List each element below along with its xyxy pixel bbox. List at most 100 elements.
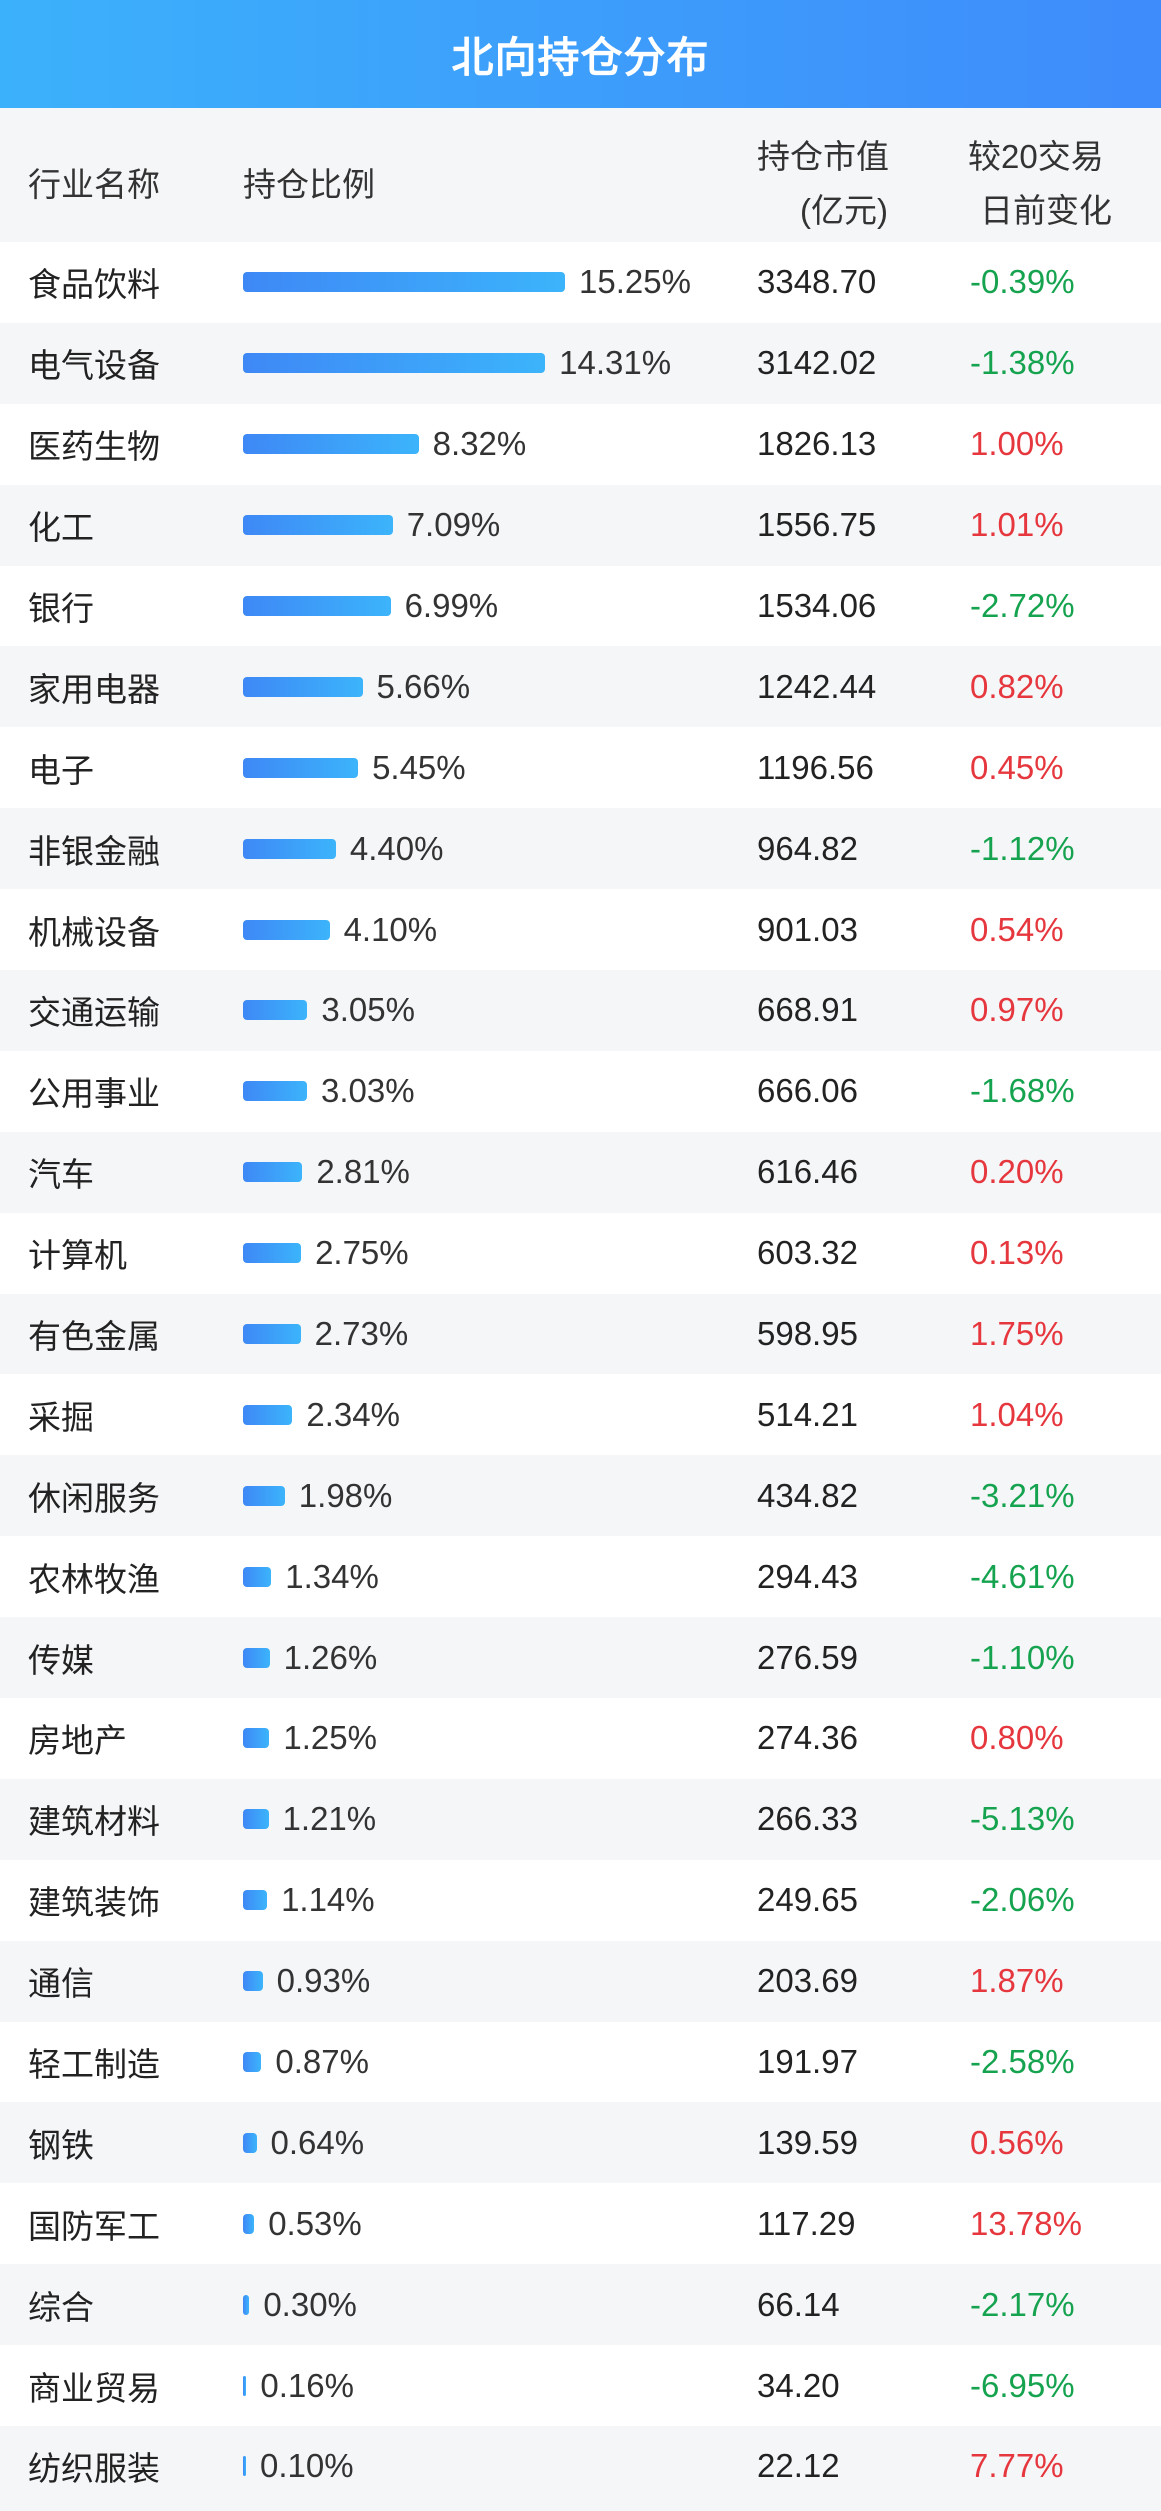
ratio-bar (243, 1324, 301, 1345)
market-value: 1242.44 (757, 667, 877, 705)
change-value: -2.58% (970, 2043, 1075, 2081)
ratio-bar (243, 1000, 308, 1021)
market-value: 294.43 (757, 1557, 858, 1595)
ratio-bar (243, 515, 393, 536)
table-row: 农林牧渔 1.34% 294.43 -4.61% (0, 1536, 1161, 1618)
table-row: 家用电器 5.66% 1242.44 0.82% (0, 646, 1161, 728)
change-value: 0.97% (970, 991, 1064, 1029)
ratio-cell: 1.26% (243, 1639, 377, 1677)
ratio-bar (243, 2294, 250, 2315)
change-value: -1.38% (970, 344, 1075, 382)
table-row: 国防军工 0.53% 117.29 13.78% (0, 2183, 1161, 2265)
ratio-cell: 4.10% (243, 911, 437, 949)
table-row: 房地产 1.25% 274.36 0.80% (0, 1698, 1161, 1779)
market-value: 34.20 (757, 2366, 840, 2404)
industry-name: 钢铁 (28, 2126, 94, 2164)
ratio-bar (243, 1647, 270, 1668)
ratio-cell: 0.30% (243, 2286, 357, 2324)
industry-name: 化工 (28, 509, 94, 547)
industry-name: 机械设备 (28, 913, 160, 951)
ratio-label: 2.73% (314, 1315, 409, 1353)
ratio-label: 5.66% (376, 667, 471, 705)
ratio-bar (243, 2052, 262, 2073)
change-value: 0.13% (970, 1234, 1064, 1272)
industry-name: 商业贸易 (28, 2369, 160, 2407)
ratio-cell: 2.81% (243, 1153, 410, 1191)
change-value: 0.20% (970, 1153, 1064, 1191)
ratio-bar (243, 2132, 257, 2153)
ratio-label: 7.09% (406, 506, 501, 544)
ratio-bar (243, 838, 336, 859)
ratio-label: 0.30% (263, 2285, 357, 2323)
ratio-cell: 2.34% (243, 1396, 400, 1434)
table-row: 建筑装饰 1.14% 249.65 -2.06% (0, 1859, 1161, 1941)
industry-name: 综合 (28, 2288, 94, 2326)
market-value: 117.29 (757, 2204, 856, 2242)
ratio-bar (243, 1243, 302, 1264)
industry-name: 计算机 (28, 1237, 127, 1275)
ratio-label: 5.45% (372, 748, 466, 786)
table-row: 化工 7.09% 1556.75 1.01% (0, 484, 1161, 566)
table-row: 医药生物 8.32% 1826.13 1.00% (0, 403, 1161, 485)
ratio-bar (243, 1890, 268, 1911)
industry-name: 电子 (28, 751, 94, 789)
ratio-bar (243, 757, 359, 778)
table-row: 采掘 2.34% 514.21 1.04% (0, 1374, 1161, 1456)
ratio-label: 4.40% (349, 829, 444, 867)
ratio-label: 2.75% (315, 1234, 409, 1272)
table-row: 综合 0.30% 66.14 -2.17% (0, 2264, 1161, 2346)
market-value: 66.14 (757, 2285, 840, 2323)
change-value: 0.80% (970, 1719, 1064, 1757)
ratio-cell: 5.45% (243, 749, 466, 787)
industry-name: 电气设备 (28, 347, 160, 385)
table-row: 汽车 2.81% 616.46 0.20% (0, 1131, 1161, 1213)
ratio-label: 0.87% (275, 2043, 369, 2081)
industry-name: 有色金属 (28, 1318, 160, 1356)
market-value: 203.69 (757, 1962, 858, 2000)
market-value: 514.21 (757, 1395, 858, 1433)
change-value: -4.61% (970, 1557, 1075, 1595)
table-row: 银行 6.99% 1534.06 -2.72% (0, 565, 1161, 647)
ratio-bar (243, 1728, 270, 1749)
industry-name: 家用电器 (28, 670, 160, 708)
ratio-label: 0.10% (260, 2447, 354, 2485)
ratio-bar (243, 1404, 293, 1425)
market-value: 22.12 (757, 2447, 840, 2485)
ratio-label: 0.64% (270, 2123, 365, 2161)
ratio-cell: 4.40% (243, 830, 443, 868)
market-value: 1534.06 (757, 587, 877, 624)
industry-name: 通信 (28, 1965, 94, 2003)
market-value: 598.95 (757, 1315, 858, 1353)
change-value: 1.00% (970, 425, 1064, 463)
ratio-cell: 3.03% (243, 1072, 415, 1110)
table-row: 机械设备 4.10% 901.03 0.54% (0, 889, 1161, 971)
industry-name: 采掘 (28, 1398, 94, 1436)
ratio-label: 2.81% (316, 1153, 410, 1191)
table-row: 建筑材料 1.21% 266.33 -5.13% (0, 1778, 1161, 1860)
change-value: 0.56% (970, 2123, 1064, 2161)
industry-name: 交通运输 (28, 994, 160, 1032)
ratio-cell: 0.10% (243, 2447, 354, 2485)
market-value: 603.32 (757, 1234, 858, 1272)
industry-name: 传媒 (28, 1641, 94, 1679)
ratio-label: 0.16% (260, 2366, 354, 2404)
market-value: 666.06 (757, 1072, 858, 1110)
table-row: 纺织服装 0.10% 22.12 7.77% (0, 2426, 1161, 2507)
ratio-cell: 14.31% (243, 344, 671, 382)
table-row: 电子 5.45% 1196.56 0.45% (0, 727, 1161, 809)
market-value: 191.97 (757, 2043, 858, 2081)
ratio-bar (243, 1971, 263, 1992)
industry-name: 汽车 (28, 1156, 94, 1194)
industry-name: 建筑材料 (28, 1803, 160, 1841)
market-value: 274.36 (757, 1719, 858, 1757)
ratio-bar (243, 1162, 303, 1183)
table-body: 食品饮料 15.25% 3348.70 -0.39% 电气设备 14.31% 31… (0, 242, 1161, 2507)
industry-name: 医药生物 (28, 428, 160, 466)
change-value: 1.87% (970, 1962, 1064, 2000)
ratio-bar (243, 2213, 255, 2234)
table-row: 交通运输 3.05% 668.91 0.97% (0, 970, 1161, 1051)
ratio-cell: 5.66% (243, 668, 470, 706)
industry-name: 轻工制造 (28, 2046, 160, 2084)
change-value: -2.72% (970, 587, 1075, 624)
market-value: 249.65 (757, 1881, 858, 1919)
